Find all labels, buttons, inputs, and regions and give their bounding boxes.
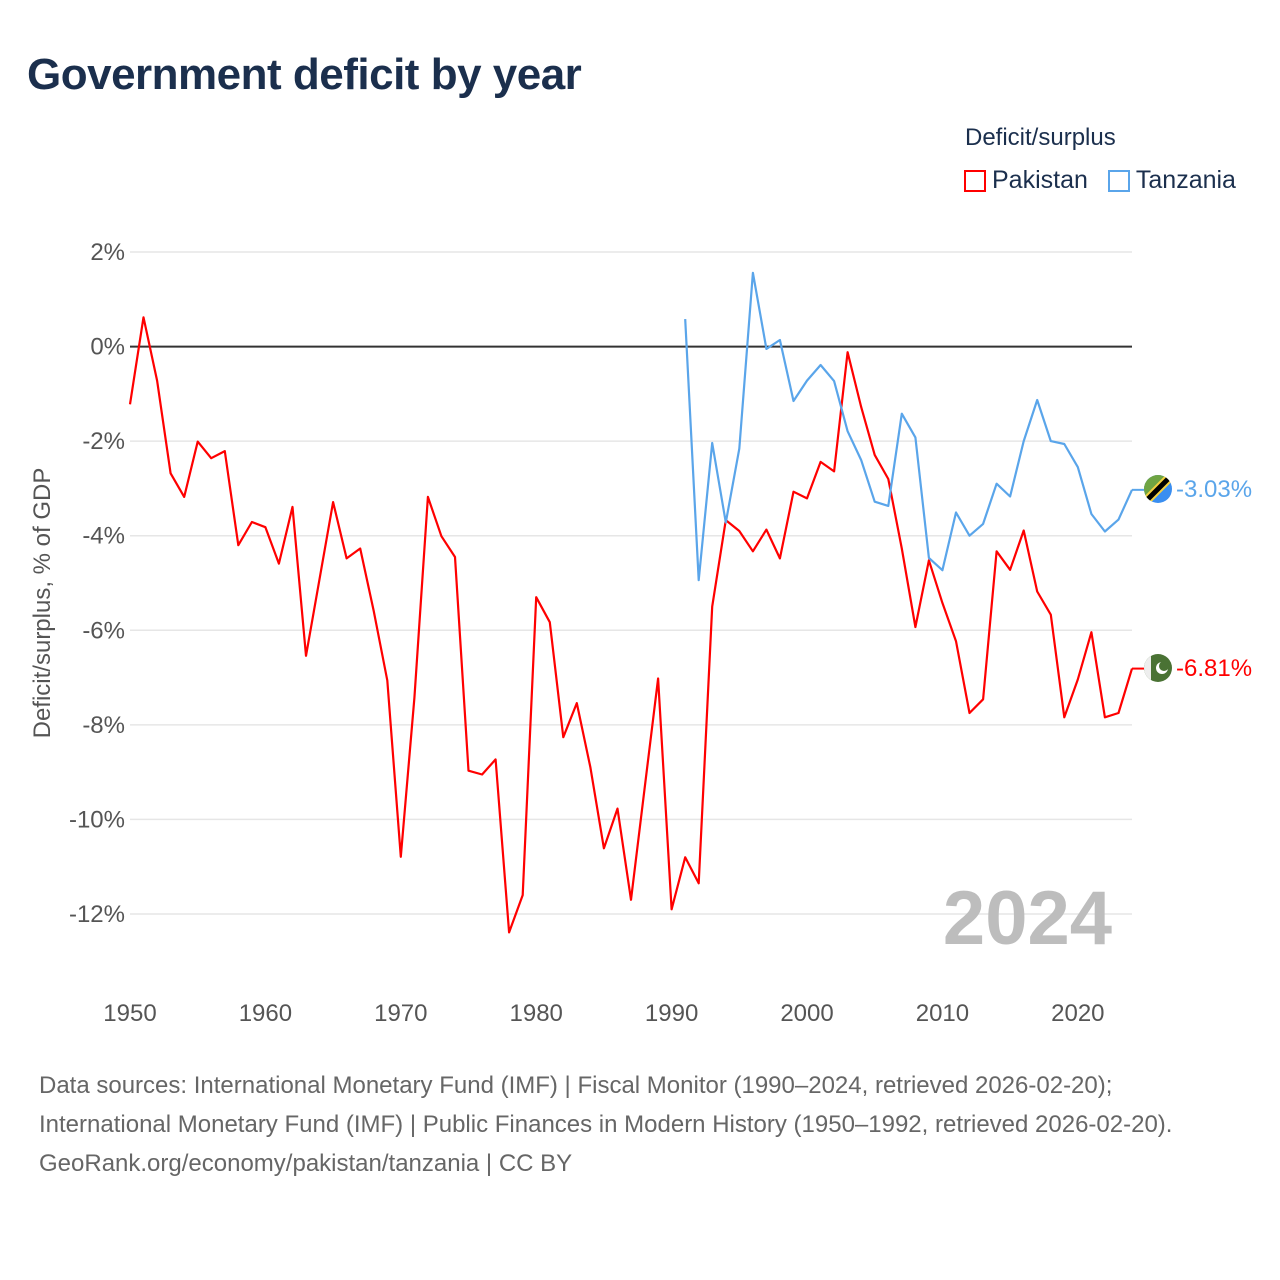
series-line-tanzania[interactable]	[684, 271, 1134, 582]
x-tick-label: 1990	[645, 1000, 698, 1027]
y-tick-label: 2%	[90, 239, 125, 266]
x-tick-label: 2000	[780, 1000, 833, 1027]
x-tick-label: 1960	[239, 1000, 292, 1027]
legend-label: Pakistan	[992, 166, 1088, 194]
legend-item-pakistan[interactable]: Pakistan	[964, 166, 1088, 195]
year-watermark: 2024	[943, 876, 1112, 961]
x-tick-label: 2020	[1051, 1000, 1104, 1027]
data-source: Data sources: International Monetary Fun…	[39, 1066, 1239, 1183]
y-axis-label: Deficit/surplus, % of GDP	[29, 468, 56, 739]
y-tick-label: -4%	[82, 523, 125, 550]
legend-item-tanzania[interactable]: Tanzania	[1107, 166, 1236, 195]
x-tick-label: 1980	[510, 1000, 563, 1027]
y-tick-label: 0%	[90, 334, 125, 361]
x-tick-label: 1950	[103, 1000, 156, 1027]
legend-label: Tanzania	[1135, 166, 1236, 194]
legend-swatch-tanzania	[1107, 169, 1130, 192]
y-tick-label: -2%	[82, 428, 125, 455]
y-tick-label: -6%	[82, 617, 125, 644]
pakistan-flag-icon	[1144, 654, 1172, 682]
x-tick-label: 2010	[916, 1000, 969, 1027]
y-tick-label: -10%	[69, 806, 125, 833]
y-tick-label: -12%	[69, 901, 125, 928]
x-tick-label: 1970	[374, 1000, 427, 1027]
tanzania-flag-icon	[1144, 475, 1172, 503]
tanzania-end-label: -3.03%	[1176, 476, 1252, 503]
pakistan-end-label: -6.81%	[1176, 655, 1252, 682]
series-line-pakistan[interactable]	[128, 316, 1134, 934]
source-link[interactable]: GeoRank.org/economy/pakistan/tanzania | …	[39, 1150, 573, 1177]
legend: Pakistan Tanzania	[964, 166, 1236, 195]
source-citation: Data sources: International Monetary Fun…	[39, 1072, 1173, 1138]
chart-title: Government deficit by year	[27, 50, 582, 99]
legend-swatch-pakistan	[964, 169, 986, 192]
y-tick-label: -8%	[82, 712, 125, 739]
legend-title: Deficit/surplus	[965, 124, 1116, 151]
